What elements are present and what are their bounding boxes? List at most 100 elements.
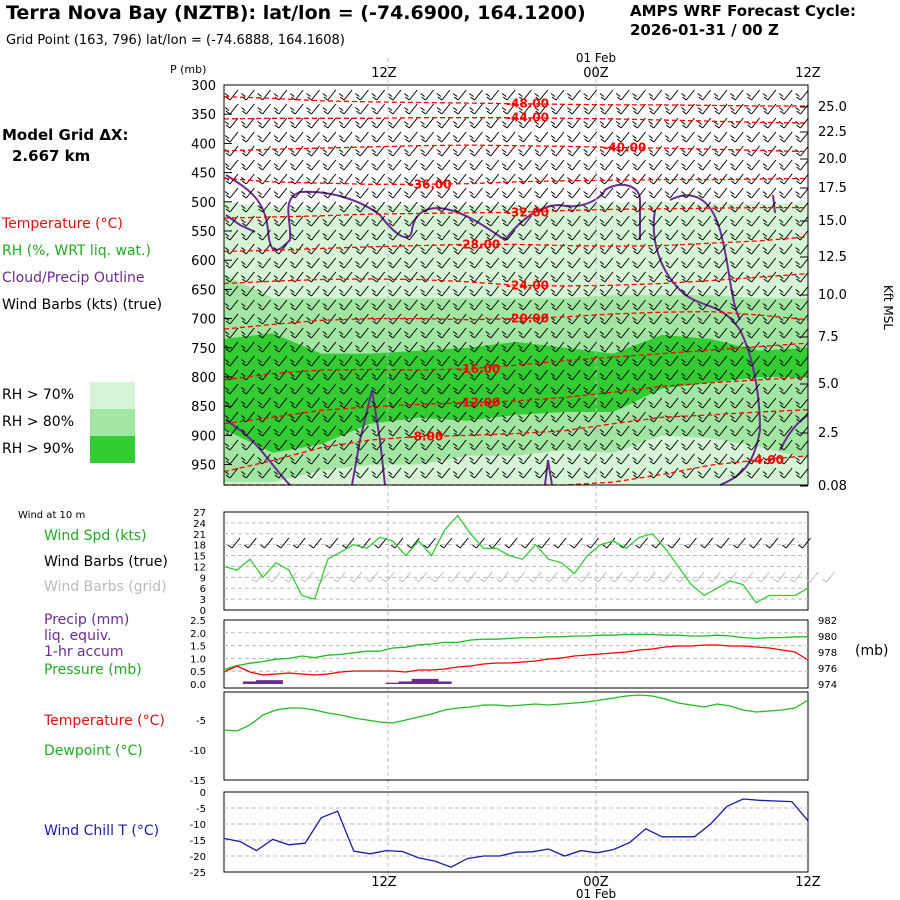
precip-bar [424, 678, 439, 684]
wind-barb [648, 103, 663, 115]
wind-barb [681, 187, 695, 199]
wind-barb [648, 159, 663, 171]
wind-barb [518, 243, 532, 255]
wind-barb [567, 103, 581, 115]
legend-wind-barbs: Wind Barbs (kts) (true) [2, 297, 163, 313]
wind-barb [518, 341, 532, 353]
wind-barb [420, 145, 434, 157]
wind-barb [355, 103, 369, 115]
wind-barb [485, 439, 500, 451]
wind-barb [681, 313, 695, 325]
wind-barb [664, 257, 679, 269]
wind-barb [746, 397, 760, 409]
rh90-region [224, 333, 808, 453]
wind-barb [404, 355, 418, 367]
wind-barb [355, 369, 369, 381]
wind-barb [583, 397, 597, 409]
wind-barb [420, 439, 434, 451]
wind-barb [241, 299, 255, 311]
surface-wind-barb [504, 537, 518, 549]
wind-barb [387, 467, 402, 479]
wind-barb [404, 187, 418, 199]
wind-barb [289, 425, 304, 437]
wind-barb [778, 89, 793, 101]
wind-barb [501, 215, 516, 227]
wind-barb [355, 117, 369, 129]
wind-barb [550, 411, 565, 423]
wind-barb [518, 117, 532, 129]
grid-wind-barb [251, 571, 265, 583]
wind-barb [338, 341, 353, 353]
wind-barb [615, 299, 630, 311]
wind-barb [224, 229, 239, 241]
wind-barb [224, 383, 239, 395]
height-tick-label: 5.0 [818, 377, 839, 392]
wind-barb [746, 383, 760, 395]
legend-rh70-swatch [90, 382, 135, 409]
wind-barb [371, 285, 386, 297]
wind-barb [338, 187, 353, 199]
pressure-tick-label: 900 [191, 429, 216, 444]
wind-barb [387, 453, 402, 465]
wind-barb [306, 439, 320, 451]
wind-barb [697, 201, 712, 213]
wind-barb [289, 117, 304, 129]
wind-barb [550, 271, 565, 283]
wind-barb [567, 285, 581, 297]
wind-barb [550, 397, 565, 409]
surface-wind-barb [586, 537, 599, 549]
wind-barb [241, 355, 255, 367]
wind-barb [746, 215, 760, 227]
wind-barb [713, 215, 728, 227]
wind-barb [518, 383, 532, 395]
wind-barb [241, 131, 255, 143]
wind-barb [322, 383, 337, 395]
wind-barb [632, 103, 646, 115]
wind-barb [306, 201, 320, 213]
wind-barb [567, 467, 581, 479]
wind-barb [224, 187, 239, 199]
wind-barb [567, 257, 581, 269]
wind-barb [778, 313, 793, 325]
wind-barb [648, 355, 663, 367]
wind-barb [697, 131, 712, 143]
wind-barb [306, 327, 320, 339]
wind-barb [420, 383, 434, 395]
wind-barb [338, 145, 353, 157]
wind-barb [436, 117, 451, 129]
wind-barb [355, 243, 369, 255]
grid-wind-barb [610, 571, 623, 583]
wind-barb [387, 411, 402, 423]
wind-barb [257, 145, 271, 157]
wind-barb [273, 439, 288, 451]
grid-wind-barb [805, 571, 819, 583]
wind-barb [273, 131, 288, 143]
wind-barb [697, 285, 712, 297]
grid-dx-value: 2.667 km [12, 147, 91, 165]
wind-barb [501, 145, 516, 157]
wind-barb [632, 467, 646, 479]
wind-barb [371, 439, 386, 451]
wind-barb [648, 271, 663, 283]
wind-barb [501, 243, 516, 255]
wind-barb [355, 131, 369, 143]
legend-wind-barbs-true: Wind Barbs (true) [44, 554, 168, 570]
wind-barb [404, 117, 418, 129]
wind-barb [485, 327, 500, 339]
wind-barb [273, 257, 288, 269]
wind-barb [534, 285, 549, 297]
wind-barb [632, 229, 646, 241]
wind-barb [730, 425, 744, 437]
wind-barb [713, 229, 728, 241]
wind-barb [730, 187, 744, 199]
wind-barb [778, 383, 793, 395]
wind-barb [632, 159, 646, 171]
wind-barb [762, 341, 777, 353]
precip-panel-frame [223, 619, 809, 689]
grid-wind-barb [545, 571, 558, 583]
wind-barb [550, 89, 565, 101]
wind-barb [452, 299, 467, 311]
wind-barb [664, 285, 679, 297]
wind-barb [534, 467, 549, 479]
grid-wind-barb [431, 571, 444, 583]
